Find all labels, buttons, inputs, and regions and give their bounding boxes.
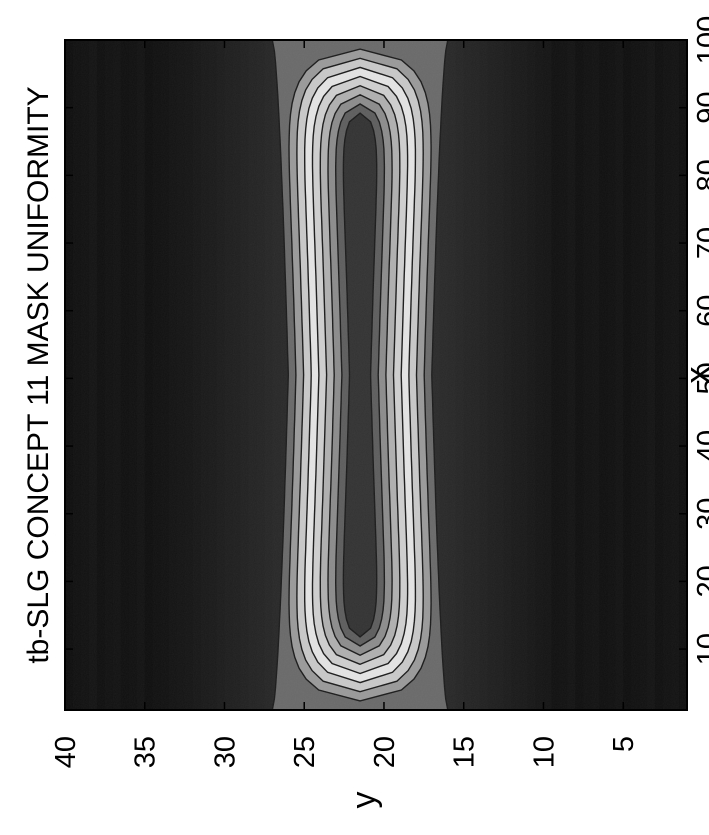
y-tick-label: 15: [449, 736, 481, 768]
x-tick-label: 50: [692, 362, 709, 394]
x-tick-label: 80: [692, 159, 709, 191]
plot-area: [65, 40, 687, 710]
y-tick-label: 5: [608, 736, 640, 752]
y-tick-label: 40: [50, 736, 82, 768]
y-tick-label: 20: [369, 736, 401, 768]
x-axis-ticks: 10 20 30 40 50 60 70 80 90 100: [65, 16, 709, 665]
x-tick-label: 20: [692, 565, 709, 597]
y-axis-label: y: [345, 792, 383, 809]
x-tick-label: 10: [692, 633, 709, 665]
grain-overlay: [65, 40, 687, 710]
x-tick-label: 40: [692, 430, 709, 462]
x-tick-label: 60: [692, 295, 709, 327]
x-tick-label: 100: [692, 16, 709, 64]
y-tick-label: 35: [130, 736, 162, 768]
y-tick-label: 25: [289, 736, 321, 768]
x-tick-label: 70: [692, 227, 709, 259]
x-tick-label: 30: [692, 498, 709, 530]
x-axis-label: x: [679, 367, 709, 384]
y-tick-label: 30: [209, 736, 241, 768]
y-tick-label: 10: [528, 736, 560, 768]
x-tick-label: 90: [692, 92, 709, 124]
y-axis-ticks: 5 10 15 20 25 30 35 40: [50, 40, 640, 768]
chart-title: tb-SLG CONCEPT 11 MASK UNIFORMITY: [22, 86, 55, 663]
plot-border: [64, 39, 688, 711]
